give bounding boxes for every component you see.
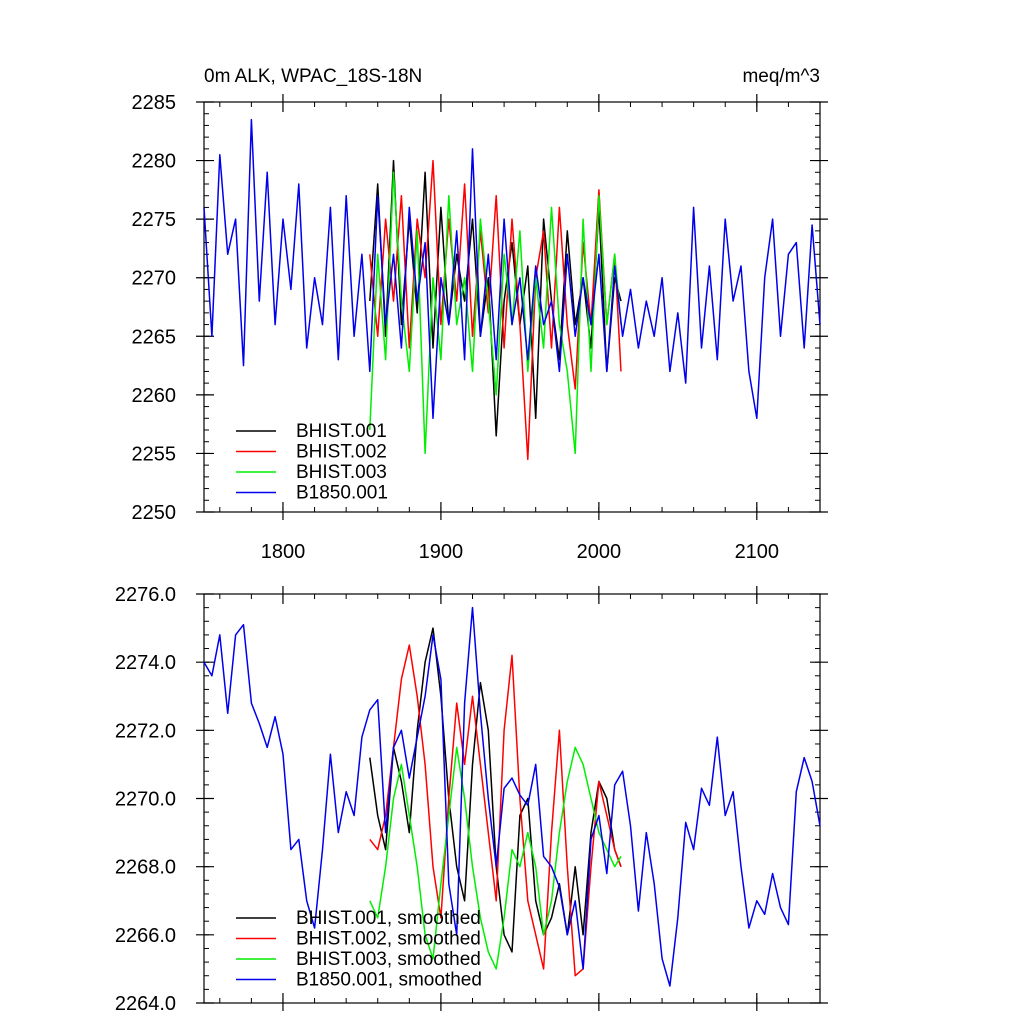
- y-tick-label: 2270.0: [115, 789, 176, 811]
- plot-frame: [203, 101, 821, 513]
- series-line-0: [369, 627, 622, 953]
- y-tick-label: 2264.0: [115, 993, 176, 1015]
- x-tick-label: 1800: [261, 541, 306, 563]
- x-tick-label: 1900: [419, 541, 464, 563]
- y-tick-label: 2265: [132, 326, 177, 348]
- series-line-3: [203, 118, 821, 420]
- bottom-chart-panel: 2264.0 2266.0 2268.0 2270.0 2272.0 2274.0 2276…: [115, 584, 828, 1015]
- y-tick-label: 2266.0: [115, 925, 176, 947]
- legend-label: BHIST.003, smoothed: [296, 949, 481, 970]
- unit-label: meq/m^3: [742, 66, 820, 87]
- legend-label: B1850.001: [296, 483, 388, 504]
- y-tick-label: 2268.0: [115, 857, 176, 879]
- x-tick-label: 2000: [577, 541, 622, 563]
- y-tick-label: 2276.0: [115, 584, 176, 606]
- y-tick-label: 2280: [132, 151, 177, 173]
- chart-title: 0m ALK, WPAC_18S-18N: [204, 66, 422, 87]
- y-tick-label: 2274.0: [115, 652, 176, 674]
- legend-label: B1850.001, smoothed: [296, 970, 482, 991]
- series-line-1: [369, 644, 622, 977]
- legend-label: BHIST.001, smoothed: [296, 908, 481, 929]
- y-tick-label: 2272.0: [115, 720, 176, 742]
- y-tick-label: 2250: [132, 502, 177, 524]
- legend-label: BHIST.003: [296, 462, 387, 483]
- legend-label: BHIST.002: [296, 442, 387, 463]
- series-line-2: [369, 746, 622, 970]
- series-line-3: [203, 606, 821, 987]
- legend-label: BHIST.002, smoothed: [296, 929, 481, 950]
- x-tick-label: 2100: [735, 541, 780, 563]
- top-chart-panel: 2250 2255 2260 2265 2270 2275 2280 2285 1800 1900…: [132, 66, 828, 563]
- y-tick-label: 2275: [132, 209, 177, 231]
- y-tick-label: 2255: [132, 443, 177, 465]
- y-tick-label: 2285: [132, 92, 177, 114]
- legend-label: BHIST.001: [296, 421, 387, 442]
- y-tick-label: 2260: [132, 385, 177, 407]
- y-tick-label: 2270: [132, 268, 177, 290]
